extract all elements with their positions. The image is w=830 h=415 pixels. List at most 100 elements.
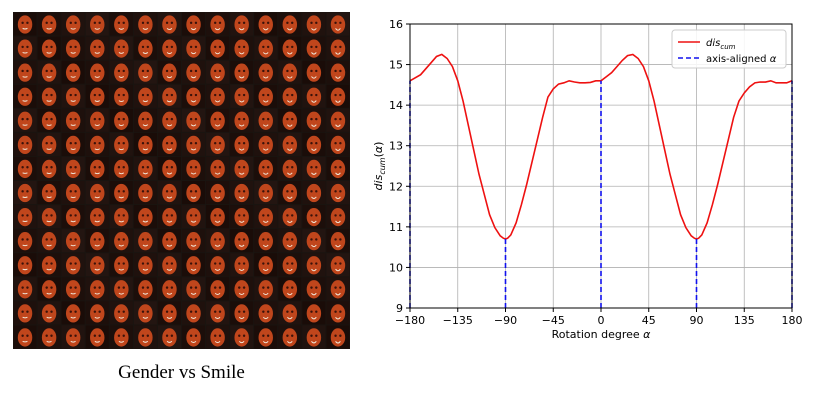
face-thumbnail bbox=[302, 205, 326, 229]
face-thumbnail bbox=[37, 253, 61, 277]
face-thumbnail bbox=[61, 84, 85, 108]
face-thumbnail bbox=[302, 36, 326, 60]
face-thumbnail bbox=[109, 325, 133, 349]
face-thumbnail bbox=[109, 60, 133, 84]
face-thumbnail bbox=[302, 12, 326, 36]
x-tick-label: −180 bbox=[395, 314, 425, 327]
face-thumbnail bbox=[278, 156, 302, 180]
legend-label: axis-aligned α bbox=[706, 54, 777, 65]
face-thumbnail bbox=[326, 229, 350, 253]
face-thumbnail bbox=[206, 301, 230, 325]
face-thumbnail bbox=[206, 108, 230, 132]
x-axis-label: Rotation degree α bbox=[552, 328, 652, 341]
face-thumbnail bbox=[13, 60, 37, 84]
face-thumbnail bbox=[254, 36, 278, 60]
face-thumbnail bbox=[13, 156, 37, 180]
face-thumbnail bbox=[230, 60, 254, 84]
face-thumbnail bbox=[230, 181, 254, 205]
face-thumbnail bbox=[206, 325, 230, 349]
face-thumbnail bbox=[37, 181, 61, 205]
face-thumbnail bbox=[133, 325, 157, 349]
y-tick-label: 10 bbox=[389, 261, 403, 274]
face-thumbnail bbox=[254, 84, 278, 108]
face-thumbnail bbox=[61, 181, 85, 205]
face-thumbnail bbox=[157, 84, 181, 108]
face-thumbnail bbox=[206, 181, 230, 205]
face-thumbnail bbox=[182, 132, 206, 156]
face-thumbnail bbox=[109, 84, 133, 108]
face-thumbnail bbox=[206, 60, 230, 84]
face-thumbnail bbox=[133, 108, 157, 132]
face-thumbnail bbox=[37, 36, 61, 60]
face-thumbnail bbox=[13, 181, 37, 205]
face-thumbnail bbox=[302, 156, 326, 180]
face-thumbnail bbox=[302, 132, 326, 156]
face-thumbnail bbox=[326, 12, 350, 36]
legend: discum axis-aligned α bbox=[671, 29, 787, 69]
face-thumbnail bbox=[109, 156, 133, 180]
face-thumbnail bbox=[254, 156, 278, 180]
face-thumbnail bbox=[230, 36, 254, 60]
face-thumbnail bbox=[326, 156, 350, 180]
face-thumbnail bbox=[85, 205, 109, 229]
face-thumbnail bbox=[230, 325, 254, 349]
face-thumbnail bbox=[254, 12, 278, 36]
face-thumbnail bbox=[182, 253, 206, 277]
face-thumbnail bbox=[182, 36, 206, 60]
face-thumbnail bbox=[109, 229, 133, 253]
face-thumbnail bbox=[37, 325, 61, 349]
face-thumbnail bbox=[254, 132, 278, 156]
face-thumbnail bbox=[278, 229, 302, 253]
x-tick-label: 90 bbox=[690, 314, 704, 327]
x-tick-label: −135 bbox=[443, 314, 473, 327]
face-thumbnail bbox=[326, 205, 350, 229]
face-thumbnail bbox=[302, 84, 326, 108]
y-tick-label: 14 bbox=[389, 99, 403, 112]
face-thumbnail bbox=[278, 132, 302, 156]
face-thumbnail bbox=[61, 36, 85, 60]
face-thumbnail bbox=[206, 156, 230, 180]
face-thumbnail bbox=[37, 60, 61, 84]
x-tick-label: −45 bbox=[542, 314, 565, 327]
face-thumbnail bbox=[302, 108, 326, 132]
face-thumbnail bbox=[133, 301, 157, 325]
face-thumbnail bbox=[13, 325, 37, 349]
face-thumbnail bbox=[278, 36, 302, 60]
face-thumbnail bbox=[85, 108, 109, 132]
face-thumbnail bbox=[326, 277, 350, 301]
face-thumbnail bbox=[13, 132, 37, 156]
face-thumbnail bbox=[61, 325, 85, 349]
face-thumbnail bbox=[302, 229, 326, 253]
chart-svg: −180 −135 −90 −45 0 45 90 135 180 9 10 11 12 13 14 15 16… bbox=[372, 18, 803, 341]
face-thumbnail bbox=[13, 36, 37, 60]
face-thumbnail bbox=[326, 36, 350, 60]
face-thumbnail bbox=[61, 253, 85, 277]
face-thumbnail bbox=[133, 132, 157, 156]
face-thumbnail bbox=[326, 84, 350, 108]
face-thumbnail bbox=[182, 205, 206, 229]
face-thumbnail bbox=[37, 108, 61, 132]
face-thumbnail bbox=[133, 277, 157, 301]
face-thumbnail bbox=[61, 301, 85, 325]
face-grid bbox=[13, 12, 350, 349]
face-thumbnail bbox=[278, 325, 302, 349]
face-thumbnail bbox=[133, 253, 157, 277]
face-thumbnail bbox=[157, 277, 181, 301]
y-tick-label: 9 bbox=[396, 302, 403, 315]
legend-label: discum bbox=[706, 38, 736, 51]
face-thumbnail bbox=[85, 12, 109, 36]
face-thumbnail bbox=[61, 12, 85, 36]
face-thumbnail bbox=[278, 84, 302, 108]
face-thumbnail bbox=[206, 253, 230, 277]
face-thumbnail bbox=[157, 181, 181, 205]
face-thumbnail bbox=[109, 205, 133, 229]
face-thumbnail bbox=[61, 132, 85, 156]
face-thumbnail bbox=[157, 205, 181, 229]
face-thumbnail bbox=[37, 84, 61, 108]
face-thumbnail bbox=[133, 60, 157, 84]
face-thumbnail bbox=[278, 301, 302, 325]
face-thumbnail bbox=[37, 156, 61, 180]
face-thumbnail bbox=[13, 108, 37, 132]
face-thumbnail bbox=[85, 60, 109, 84]
face-thumbnail bbox=[254, 205, 278, 229]
